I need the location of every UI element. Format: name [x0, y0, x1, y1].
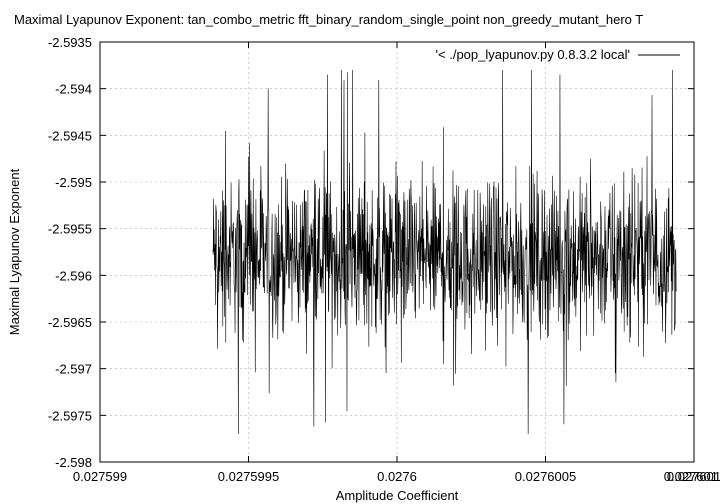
x-tick-label: 0.027601 [664, 469, 718, 484]
x-tick-label: 0.0275995 [218, 469, 279, 484]
y-tick-label: -2.596 [55, 268, 92, 283]
legend-label: '< ./pop_lyapunov.py 0.8.3.2 local' [436, 47, 630, 62]
y-axis-ticks: -2.5935 -2.594 -2.5945 -2.595 -2.5955 -2.596 -… [48, 35, 694, 470]
y-tick-label: -2.5955 [48, 222, 92, 237]
x-axis-ticks: 0.027599 0.0275995 0.0276 0.0276005 0.027601… [73, 42, 720, 484]
chart-title: Maximal Lyapunov Exponent: tan_combo_met… [14, 12, 643, 27]
y-tick-label: -2.5935 [48, 35, 92, 50]
y-axis-label: Maximal Lyapunov Exponent [7, 168, 22, 335]
x-tick-label: 0.0276005 [515, 469, 576, 484]
y-tick-label: -2.5965 [48, 315, 92, 330]
x-tick-label: 0.027599 [73, 469, 127, 484]
y-tick-label: -2.5945 [48, 128, 92, 143]
x-tick-label: 0.0276 [377, 469, 417, 484]
y-tick-label: -2.597 [55, 362, 92, 377]
y-tick-label: -2.598 [55, 455, 92, 470]
series-line [212, 69, 677, 435]
y-tick-label: -2.595 [55, 175, 92, 190]
y-tick-label: -2.594 [55, 82, 92, 97]
y-tick-label: -2.5975 [48, 408, 92, 423]
x-tick-label: 0.027601 [667, 469, 720, 484]
x-axis-label: Amplitude Coefficient [336, 488, 459, 503]
